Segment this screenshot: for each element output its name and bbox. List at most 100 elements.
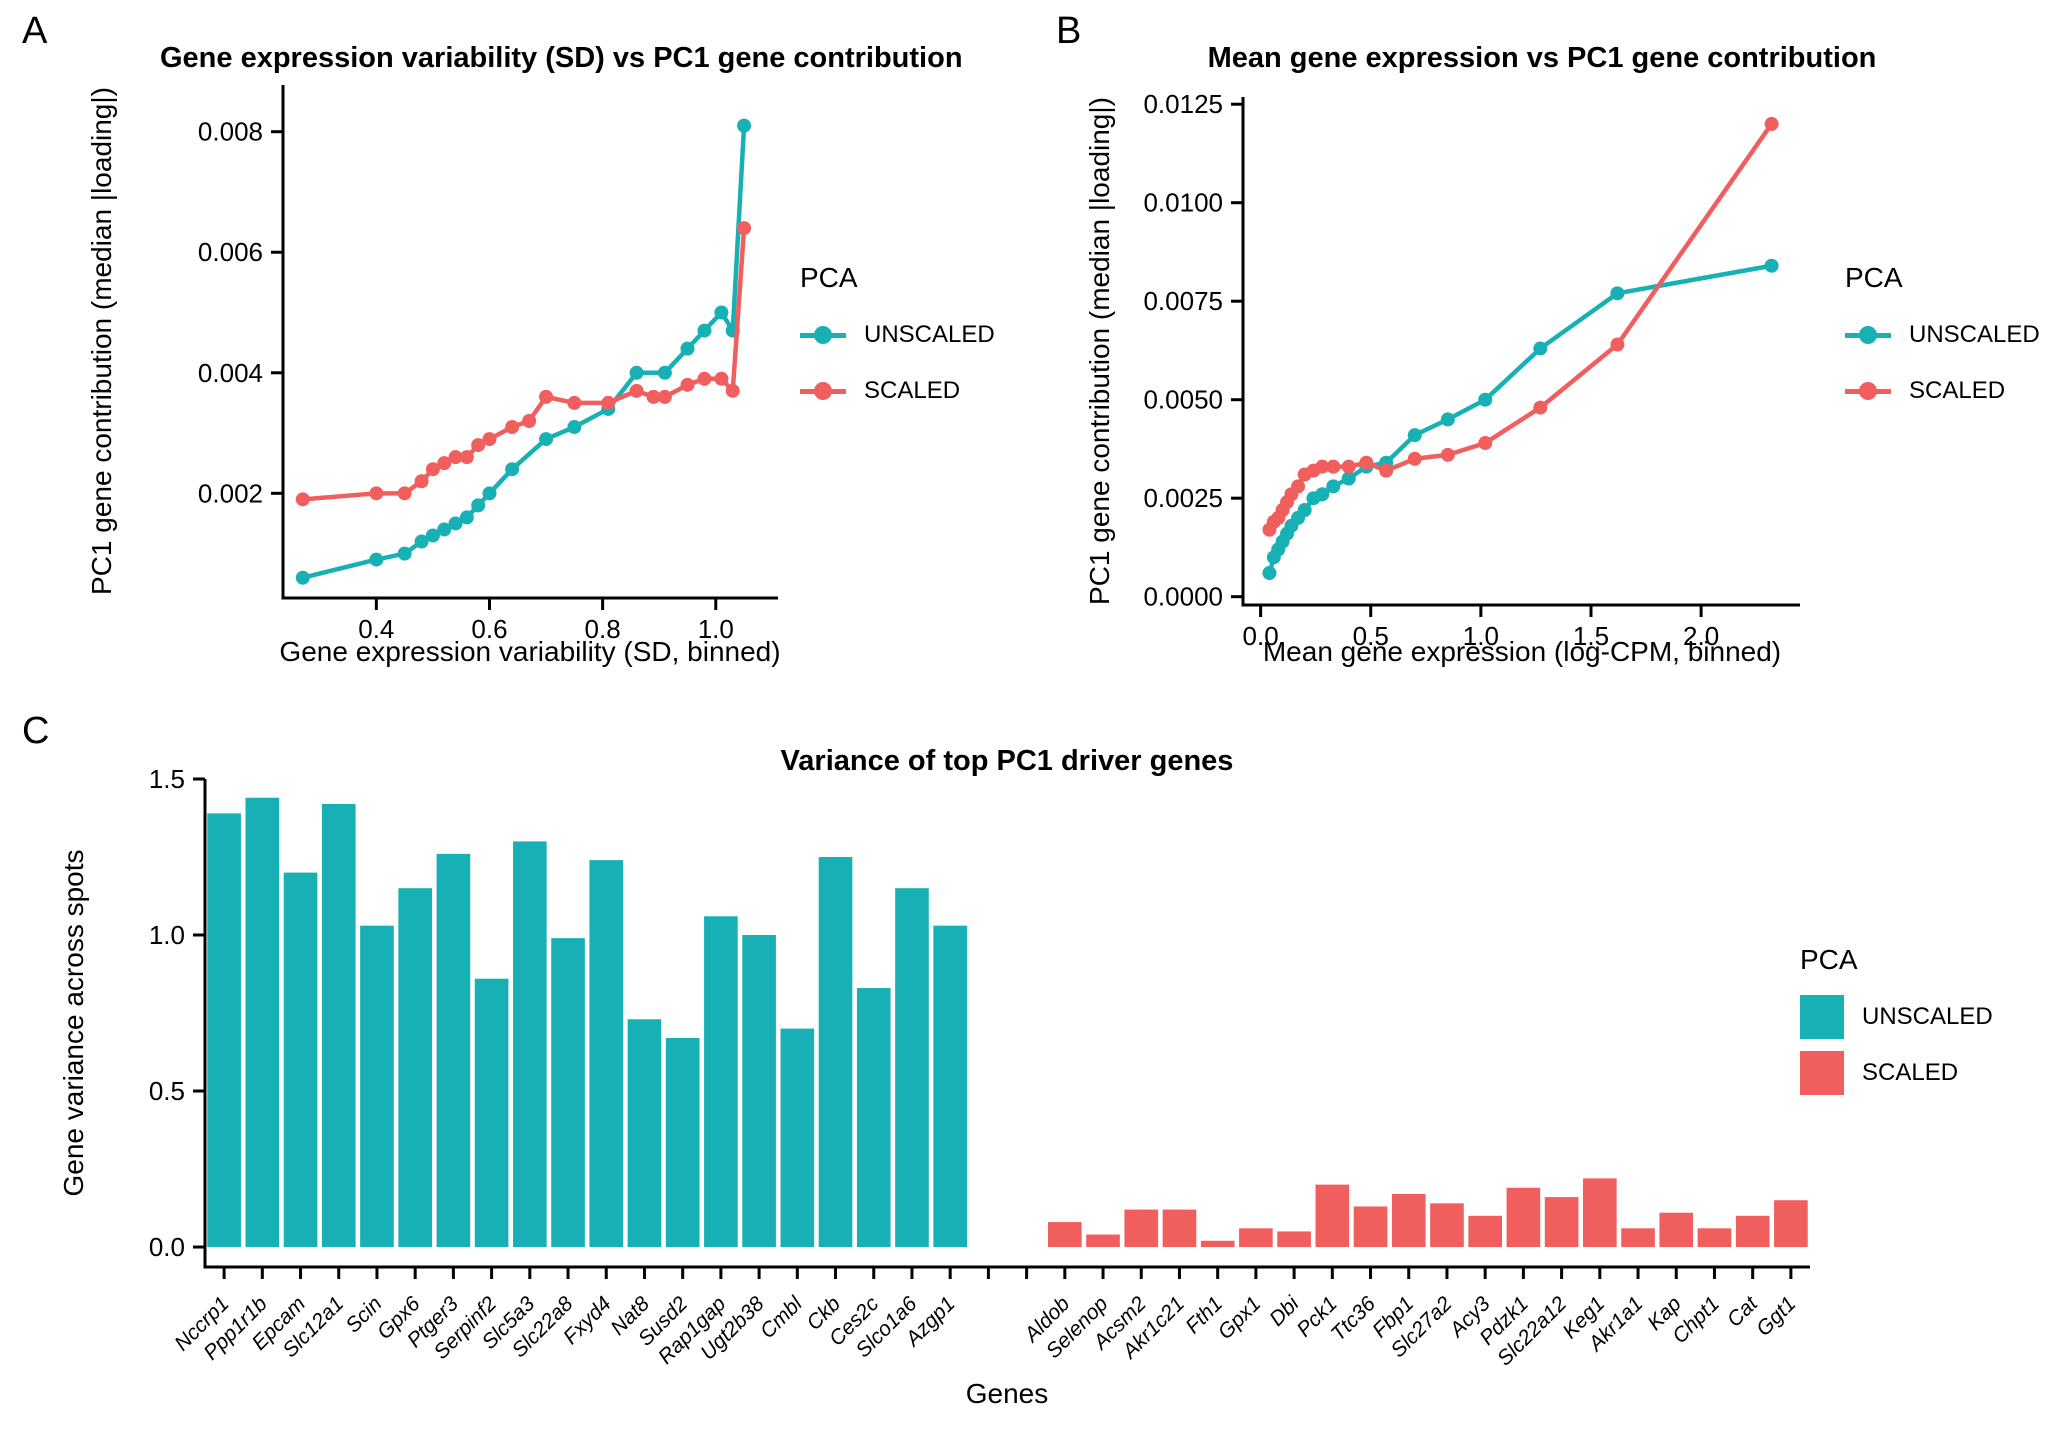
unscaled-point — [567, 420, 582, 435]
y-tick-label: 0.0050 — [1143, 385, 1223, 415]
x-tick-label: 2.0 — [1683, 621, 1719, 651]
scaled-point — [471, 438, 486, 453]
scaled-point — [697, 371, 712, 386]
scaled-point — [459, 450, 474, 465]
y-tick-label: 1.0 — [149, 920, 185, 950]
unscaled-point — [629, 365, 644, 380]
legend-label-scaled: SCALED — [864, 377, 961, 404]
gene-label-Cmbl: Cmbl — [756, 1291, 808, 1343]
bar-Slc5a3 — [513, 841, 547, 1248]
bar-Ugt2b38 — [742, 935, 776, 1248]
gene-label-Ttc36: Ttc36 — [1327, 1292, 1381, 1346]
y-tick-label: 0.0000 — [1143, 582, 1223, 612]
legend-item-unscaled: UNSCALED — [1845, 312, 2040, 358]
legend-item-unscaled: UNSCALED — [1800, 994, 1993, 1040]
scaled-point — [601, 395, 616, 410]
bar-Gpx6 — [398, 888, 432, 1248]
y-tick-label: 0.0 — [149, 1232, 185, 1262]
bar-Slc22a12 — [1544, 1197, 1579, 1248]
panel-a-chart: 0.002 0.004 0.006 0.008 0.4 0.6 0.8 1.0 — [198, 85, 778, 644]
legend-label-scaled: SCALED — [1862, 1059, 1959, 1086]
panel-c-chart: 0.00.51.01.5Nccrp1Ppp1r1bEpcamSlc12a1Sci… — [149, 764, 1810, 1370]
legend-item-unscaled: UNSCALED — [800, 312, 995, 358]
x-tick-label: 1.0 — [698, 614, 734, 644]
bar-Rap1gap — [704, 916, 738, 1248]
unscaled-point — [425, 528, 440, 543]
unscaled-point — [1533, 341, 1548, 356]
scaled-point — [1440, 447, 1455, 462]
bar-Selenop — [1086, 1234, 1120, 1248]
bar-Slc12a1 — [321, 803, 356, 1248]
y-tick-label: 1.5 — [149, 764, 185, 794]
scaled-point — [539, 389, 554, 404]
y-tick-label: 0.006 — [198, 237, 263, 267]
scaled-line-swatch — [1845, 382, 1891, 400]
y-tick-label: 0.0125 — [1143, 89, 1223, 119]
panel-c-letter: C — [22, 710, 50, 752]
panel-b-letter: B — [1056, 10, 1082, 52]
unscaled-point — [1478, 392, 1493, 407]
scaled-point — [369, 486, 384, 501]
x-tick-label: 0.6 — [471, 614, 507, 644]
bar-Slc22a8 — [551, 938, 585, 1248]
scaled-point — [482, 432, 497, 447]
unscaled-point — [657, 365, 672, 380]
unscaled-point — [1315, 487, 1330, 502]
bar-Fth1 — [1200, 1240, 1235, 1248]
unscaled-line-swatch — [1845, 326, 1891, 344]
bar-Serpinf2 — [474, 978, 509, 1248]
bar-Gpx1 — [1239, 1228, 1273, 1248]
x-tick-label: 1.0 — [1463, 621, 1499, 651]
scaled-point — [1533, 400, 1548, 415]
gene-label-Gpx1: Gpx1 — [1214, 1292, 1266, 1344]
panel-b-y-axis-label: PC1 gene contribution (median |loading|) — [1084, 97, 1115, 605]
panel-b-chart: 0.0000 0.0025 0.0050 0.0075 0.0100 0.0125 0.0 0… — [1143, 89, 1800, 651]
scaled-point — [1407, 451, 1422, 466]
x-tick-label: 1.5 — [1573, 621, 1609, 651]
unscaled-point — [1341, 471, 1356, 486]
panel-c-x-axis-label: Genes — [965, 1378, 1049, 1409]
unscaled-point — [369, 552, 384, 567]
panel-b-legend: PCA UNSCALED SCALED — [1845, 262, 2040, 424]
scaled-point — [414, 474, 429, 489]
bar-Acsm2 — [1124, 1209, 1159, 1248]
bar-Ttc36 — [1353, 1206, 1388, 1248]
bar-Ptger3 — [436, 853, 471, 1248]
legend-title: PCA — [1800, 944, 1858, 975]
scaled-point — [680, 377, 695, 392]
unscaled-point — [295, 570, 310, 585]
panel-a-letter: A — [22, 10, 48, 52]
bar-Keg1 — [1583, 1178, 1617, 1248]
scaled-point — [448, 450, 463, 465]
x-tick-label: 0.5 — [1353, 621, 1389, 651]
unscaled-point — [505, 462, 520, 477]
y-tick-label: 0.0100 — [1143, 188, 1223, 218]
unscaled-point — [448, 516, 463, 531]
bar-Akr1c21 — [1162, 1209, 1197, 1248]
panel-a-y-axis-label: PC1 gene contribution (median |loading|) — [86, 87, 117, 595]
scaled-point — [505, 420, 520, 435]
scaled-point — [1764, 116, 1779, 131]
bar-Aldob — [1048, 1222, 1082, 1248]
bar-Epcam — [283, 872, 318, 1248]
y-tick-label: 0.008 — [198, 117, 263, 147]
unscaled-point-swatch — [814, 326, 832, 344]
x-tick-label: 0.0 — [1243, 621, 1279, 651]
bar-Acy3 — [1468, 1215, 1502, 1248]
scaled-point — [1326, 459, 1341, 474]
unscaled-point — [437, 522, 452, 537]
bar-Cmbl — [780, 1028, 815, 1248]
scaled-point — [1478, 436, 1493, 451]
bar-Dbi — [1277, 1231, 1311, 1248]
unscaled-point — [1297, 503, 1312, 518]
scaled-point — [397, 486, 412, 501]
unscaled-point — [1326, 479, 1341, 494]
scaled-bar-swatch — [1800, 1051, 1844, 1095]
bar-Slco1a6 — [895, 888, 929, 1248]
scaled-point — [425, 462, 440, 477]
panel-c-y-axis-label: Gene variance across spots — [58, 849, 89, 1197]
unscaled-point — [471, 498, 486, 513]
scaled-point-swatch — [1859, 382, 1877, 400]
bar-Ckb — [818, 857, 853, 1248]
